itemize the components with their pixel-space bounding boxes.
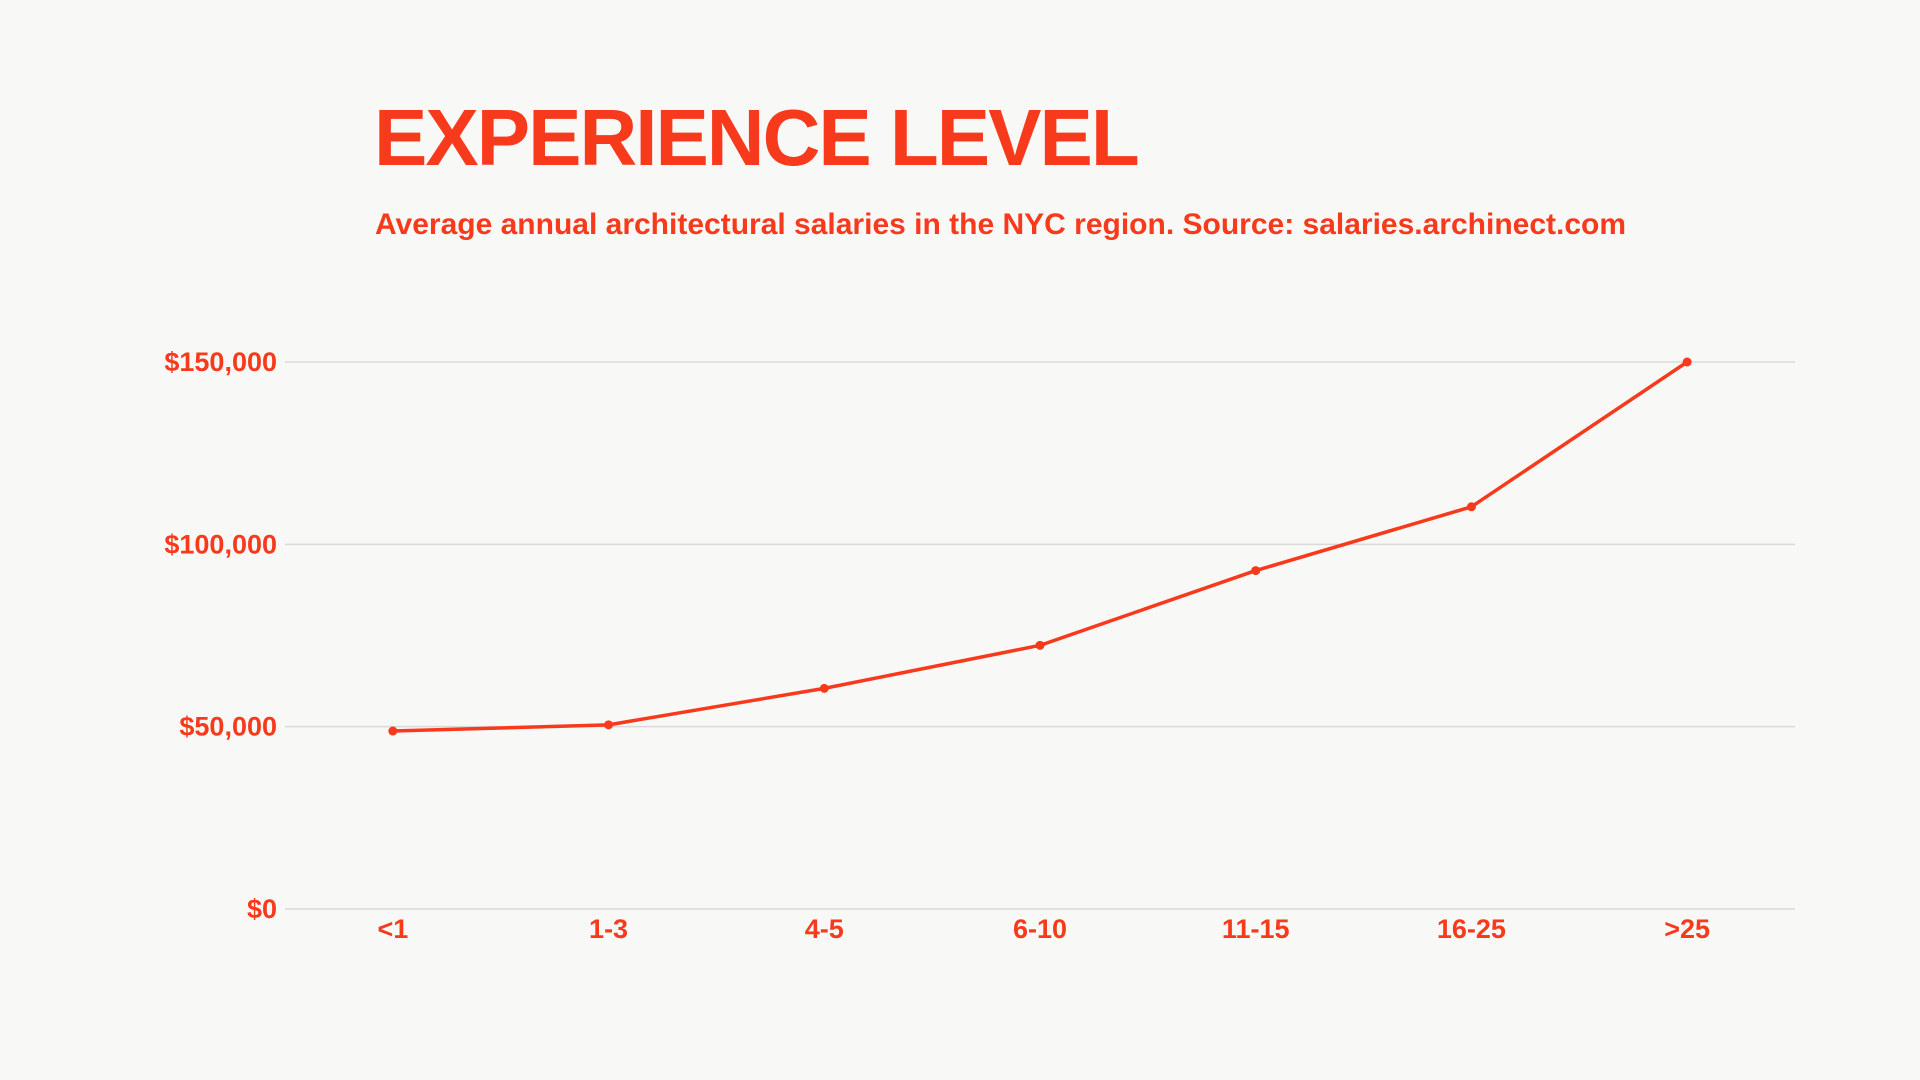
data-point	[819, 683, 829, 693]
data-point	[388, 726, 398, 736]
x-tick-label: >25	[1664, 914, 1710, 944]
y-tick-label: $150,000	[164, 347, 277, 377]
x-tick-label: 4-5	[805, 914, 844, 944]
x-tick-label: <1	[377, 914, 408, 944]
data-point	[1466, 502, 1476, 512]
x-tick-label: 11-15	[1222, 914, 1290, 944]
y-tick-label: $50,000	[179, 712, 277, 742]
data-point	[604, 720, 614, 730]
chart-subtitle: Average annual architectural salaries in…	[375, 208, 1627, 241]
x-tick-label: 6-10	[1013, 914, 1067, 944]
x-tick-label: 1-3	[589, 914, 628, 944]
y-tick-label: $0	[247, 894, 277, 924]
data-point	[1251, 566, 1261, 576]
x-tick-label: 16-25	[1437, 914, 1506, 944]
y-tick-label: $100,000	[164, 529, 277, 559]
data-point	[1682, 357, 1692, 367]
data-point	[1035, 640, 1045, 650]
series-line	[392, 360, 1689, 733]
chart-title: Experience Level	[374, 93, 1140, 182]
